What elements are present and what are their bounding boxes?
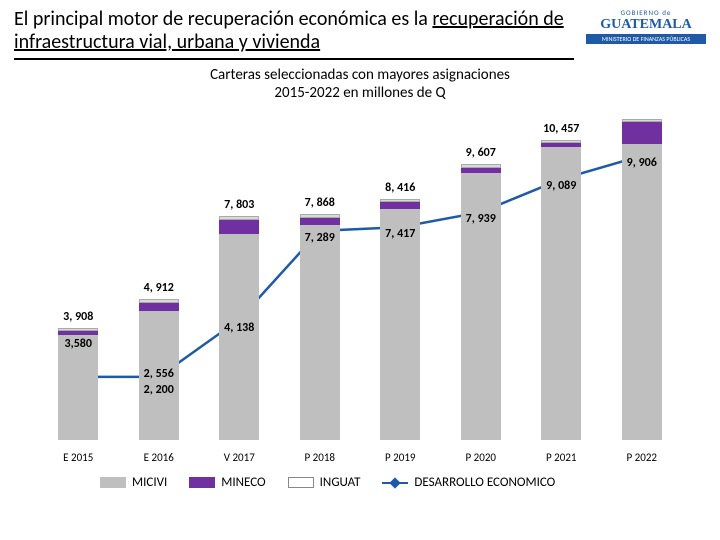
logo-top: GOBIERNO de bbox=[586, 8, 706, 17]
bar-top-label: 7, 803 bbox=[224, 198, 254, 212]
bar-mineco bbox=[58, 331, 98, 334]
x-axis-label: P 2019 bbox=[385, 451, 415, 464]
legend-line: DESARROLLO ECONOMICO bbox=[382, 475, 555, 490]
bar-top-label: 3, 908 bbox=[63, 310, 93, 324]
bar-inguat bbox=[541, 140, 581, 143]
swatch-mineco bbox=[189, 477, 215, 488]
logo-main: GUATEMALA bbox=[586, 17, 706, 33]
x-axis-label: P 2020 bbox=[466, 451, 496, 464]
x-axis-label: E 2015 bbox=[63, 451, 93, 464]
bar-mineco bbox=[541, 143, 581, 147]
x-axis-label: E 2016 bbox=[144, 451, 174, 464]
bar-mid-label: 7, 289 bbox=[305, 231, 335, 245]
bar-mid-label: 7, 939 bbox=[466, 212, 496, 226]
line-point-label: 2, 200 bbox=[144, 383, 174, 397]
bar-inguat bbox=[139, 299, 179, 302]
bar-mineco bbox=[622, 122, 662, 144]
bar-top-label: 7, 868 bbox=[305, 196, 335, 210]
plot-area: 3, 9083,580E 20154, 9122, 5562, 200E 201… bbox=[38, 110, 682, 440]
x-axis-label: P 2022 bbox=[627, 451, 657, 464]
bar-top-label: 8, 416 bbox=[385, 181, 415, 195]
legend-micivi: MICIVI bbox=[100, 475, 167, 490]
swatch-micivi bbox=[100, 477, 126, 488]
legend-mineco: MINECO bbox=[189, 475, 265, 490]
logo-sub: MINISTERIO DE FINANZAS PÚBLICAS bbox=[586, 34, 706, 44]
legend: MICIVI MINECO INGUAT DESARROLLO ECONOMIC… bbox=[100, 475, 555, 490]
bar-mid-label: 9, 089 bbox=[546, 179, 576, 193]
swatch-line bbox=[382, 482, 408, 484]
legend-inguat: INGUAT bbox=[288, 475, 361, 490]
page-title: El principal motor de recuperación econó… bbox=[14, 8, 574, 60]
bar-inguat bbox=[622, 119, 662, 122]
bar-inguat bbox=[58, 328, 98, 331]
bar-mineco bbox=[219, 220, 259, 234]
bar-mineco bbox=[461, 168, 501, 173]
bar-micivi bbox=[461, 164, 501, 440]
title-plain: El principal motor de recuperación econó… bbox=[14, 7, 432, 31]
bar-mid-label: 7, 417 bbox=[385, 227, 415, 241]
bar-top-label: 9, 607 bbox=[466, 146, 496, 160]
bar-mid-label: 3,580 bbox=[65, 337, 92, 351]
x-axis-label: P 2021 bbox=[546, 451, 576, 464]
bar-mineco bbox=[139, 303, 179, 312]
bar-inguat bbox=[300, 214, 340, 217]
bar-mid-label: 2, 556 bbox=[144, 367, 174, 381]
bar-top-label: 4, 912 bbox=[144, 281, 174, 295]
bar-mineco bbox=[380, 202, 420, 209]
x-axis-label: V 2017 bbox=[224, 451, 255, 464]
bar-inguat bbox=[461, 164, 501, 167]
bar-inguat bbox=[380, 199, 420, 202]
bar-top-label: 10, 457 bbox=[543, 122, 579, 136]
bar-mid-label: 9, 906 bbox=[627, 156, 657, 170]
bar-micivi bbox=[300, 214, 340, 440]
line-series bbox=[38, 110, 682, 440]
guatemala-logo: GOBIERNO de GUATEMALA MINISTERIO DE FINA… bbox=[586, 8, 706, 44]
swatch-inguat bbox=[288, 477, 314, 488]
chart-subtitle: Carteras seleccionadas con mayores asign… bbox=[0, 66, 720, 102]
bar-inguat bbox=[219, 216, 259, 219]
chart-area: 3, 908 3,580 E 2015 4, 912 2, 556 2, 200 E 201… bbox=[20, 110, 700, 490]
x-axis-label: P 2018 bbox=[305, 451, 335, 464]
bar-mid-label: 4, 138 bbox=[224, 321, 254, 335]
bar-mineco bbox=[300, 218, 340, 225]
